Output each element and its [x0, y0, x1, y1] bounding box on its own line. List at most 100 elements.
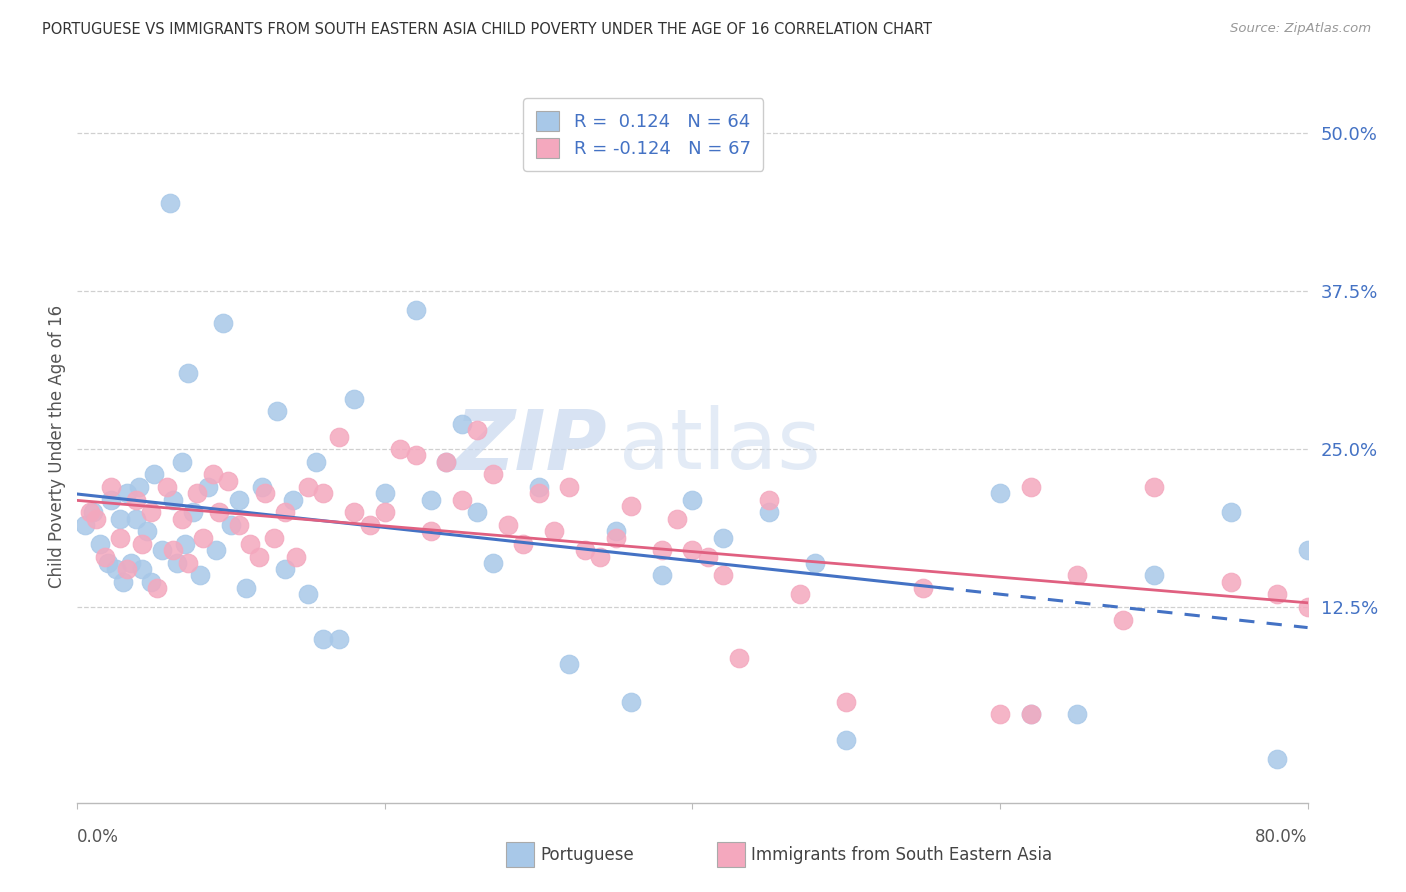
Point: [328, 632, 350, 646]
Text: 0.0%: 0.0%: [77, 828, 120, 846]
Point: [481, 467, 503, 482]
Point: [436, 455, 458, 469]
Point: [835, 732, 858, 747]
Point: [1296, 543, 1319, 558]
Point: [589, 549, 612, 564]
Point: [988, 486, 1011, 500]
Point: [247, 549, 270, 564]
Point: [162, 543, 184, 558]
Point: [170, 511, 193, 525]
Point: [166, 556, 188, 570]
Point: [125, 492, 148, 507]
Legend: R =  0.124   N = 64, R = -0.124   N = 67: R = 0.124 N = 64, R = -0.124 N = 67: [523, 98, 763, 170]
Point: [193, 531, 215, 545]
Point: [1219, 505, 1241, 519]
Point: [155, 480, 177, 494]
Point: [1066, 707, 1088, 722]
Point: [131, 537, 153, 551]
Point: [374, 486, 396, 500]
Point: [208, 505, 231, 519]
Point: [1019, 707, 1042, 722]
Point: [835, 695, 858, 709]
Point: [204, 543, 226, 558]
Point: [82, 505, 104, 519]
Point: [389, 442, 412, 457]
Point: [120, 556, 142, 570]
Point: [1219, 574, 1241, 589]
Point: [450, 492, 472, 507]
Point: [620, 695, 643, 709]
Text: PORTUGUESE VS IMMIGRANTS FROM SOUTH EASTERN ASIA CHILD POVERTY UNDER THE AGE OF : PORTUGUESE VS IMMIGRANTS FROM SOUTH EAST…: [42, 22, 932, 37]
Point: [312, 632, 335, 646]
Point: [696, 549, 718, 564]
Point: [100, 492, 122, 507]
Point: [481, 556, 503, 570]
Point: [1296, 600, 1319, 615]
Point: [197, 480, 219, 494]
Point: [188, 568, 212, 582]
Point: [181, 505, 204, 519]
Point: [266, 404, 288, 418]
Point: [131, 562, 153, 576]
Text: Source: ZipAtlas.com: Source: ZipAtlas.com: [1230, 22, 1371, 36]
Point: [682, 492, 704, 507]
Point: [274, 505, 297, 519]
Point: [177, 556, 200, 570]
Text: Immigrants from South Eastern Asia: Immigrants from South Eastern Asia: [751, 846, 1052, 863]
Point: [558, 657, 581, 671]
Point: [1143, 480, 1166, 494]
Point: [789, 587, 811, 601]
Point: [297, 480, 319, 494]
Point: [281, 492, 304, 507]
Point: [711, 568, 734, 582]
Point: [228, 492, 250, 507]
Text: Portuguese: Portuguese: [540, 846, 634, 863]
Point: [436, 455, 458, 469]
Point: [359, 517, 381, 532]
Point: [253, 486, 276, 500]
Point: [217, 474, 239, 488]
Point: [605, 531, 627, 545]
Point: [201, 467, 224, 482]
Point: [1143, 568, 1166, 582]
Point: [305, 455, 328, 469]
Point: [527, 486, 550, 500]
Point: [73, 517, 96, 532]
Point: [527, 480, 550, 494]
Point: [558, 480, 581, 494]
Point: [512, 537, 534, 551]
Point: [1265, 751, 1288, 765]
Point: [682, 543, 704, 558]
Point: [758, 505, 780, 519]
Point: [125, 511, 148, 525]
Point: [804, 556, 827, 570]
Point: [228, 517, 250, 532]
Point: [758, 492, 780, 507]
Text: atlas: atlas: [619, 406, 820, 486]
Point: [143, 467, 166, 482]
Point: [170, 455, 193, 469]
Point: [100, 480, 122, 494]
Point: [159, 195, 181, 210]
Point: [496, 517, 519, 532]
Point: [104, 562, 127, 576]
Point: [84, 511, 107, 525]
Point: [239, 537, 262, 551]
Point: [666, 511, 689, 525]
Text: 80.0%: 80.0%: [1256, 828, 1308, 846]
Point: [263, 531, 285, 545]
Point: [284, 549, 307, 564]
Point: [912, 581, 935, 595]
Point: [465, 505, 488, 519]
Point: [94, 549, 117, 564]
Point: [112, 574, 135, 589]
Point: [141, 505, 163, 519]
Point: [988, 707, 1011, 722]
Point: [1019, 480, 1042, 494]
Point: [250, 480, 273, 494]
Point: [374, 505, 396, 519]
Point: [141, 574, 163, 589]
Point: [651, 543, 673, 558]
Point: [574, 543, 596, 558]
Point: [405, 449, 427, 463]
